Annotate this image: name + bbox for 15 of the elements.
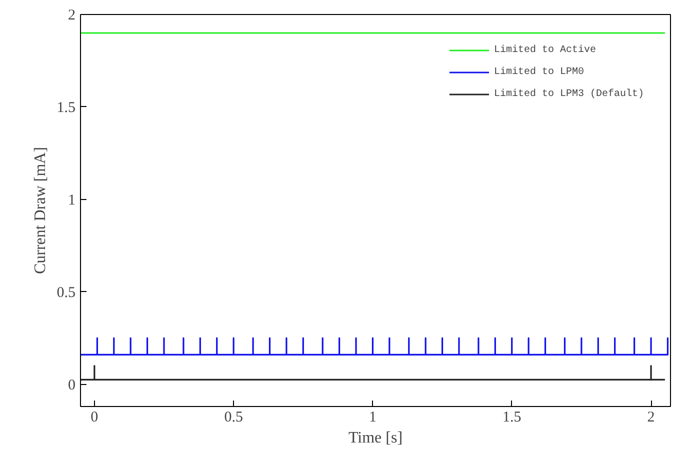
x-tick-label: 0 (90, 410, 98, 426)
y-tick-label: 1.5 (56, 100, 76, 116)
x-tick-label: 1 (368, 410, 376, 426)
y-tick-label: 0.5 (56, 284, 76, 301)
legend-label: Limited to LPM3 (Default) (494, 88, 644, 100)
y-tick-label: 2 (68, 8, 76, 24)
x-tick-label: 0.5 (224, 410, 243, 426)
y-tick-label: 0 (68, 377, 76, 394)
x-axis-title: Time [s] (348, 430, 403, 446)
x-tick-label: 1.5 (502, 410, 522, 426)
x-tick-label: 2 (647, 410, 655, 426)
legend-label: Limited to LPM0 (494, 66, 584, 78)
y-axis-title: Current Draw [mA] (32, 146, 49, 274)
legend-label: Limited to Active (494, 44, 596, 56)
y-tick-label: 1 (68, 192, 76, 208)
